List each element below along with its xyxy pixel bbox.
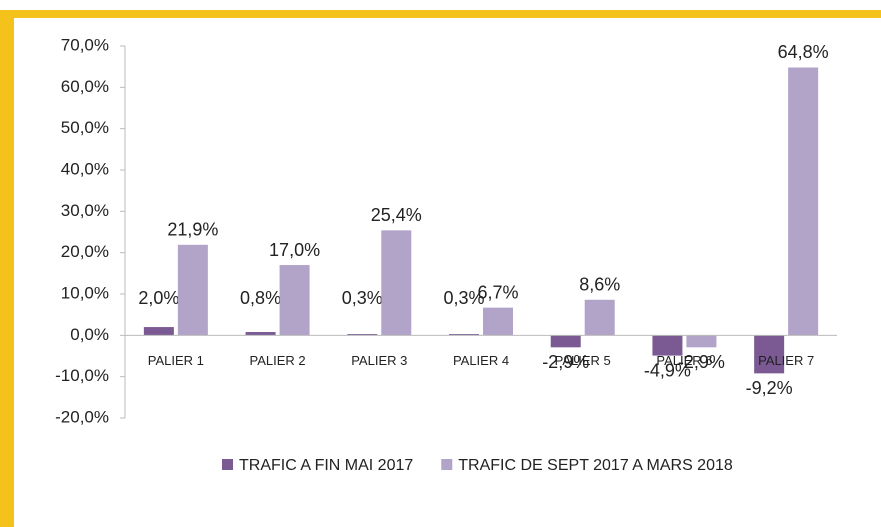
bar bbox=[449, 334, 479, 336]
y-tick-label: 30,0% bbox=[61, 201, 109, 220]
x-tick-label: PALIER 2 bbox=[250, 353, 306, 368]
value-label: 6,7% bbox=[477, 282, 518, 302]
y-tick-label: 50,0% bbox=[61, 118, 109, 137]
x-tick-label: PALIER 6 bbox=[656, 353, 712, 368]
value-label: -2,9% bbox=[542, 352, 589, 372]
bar bbox=[177, 244, 208, 336]
bar bbox=[381, 230, 412, 336]
y-tick-label: 20,0% bbox=[61, 242, 109, 261]
value-label: 0,3% bbox=[443, 288, 484, 308]
bar bbox=[754, 335, 785, 374]
bar bbox=[143, 327, 174, 336]
y-tick-label: 40,0% bbox=[61, 159, 109, 178]
value-label: -2,9% bbox=[678, 352, 725, 372]
value-label: 0,8% bbox=[240, 288, 281, 308]
bar bbox=[584, 299, 615, 336]
bar bbox=[550, 335, 581, 348]
value-label: -4,9% bbox=[644, 360, 691, 380]
bar bbox=[686, 335, 717, 348]
x-tick-label: PALIER 7 bbox=[758, 353, 814, 368]
value-label: 25,4% bbox=[371, 205, 422, 225]
value-label: 64,8% bbox=[778, 42, 829, 62]
bar bbox=[652, 335, 683, 356]
legend-label: TRAFIC DE SEPT 2017 A MARS 2018 bbox=[458, 457, 733, 474]
x-tick-label: PALIER 4 bbox=[453, 353, 509, 368]
y-tick-label: 60,0% bbox=[61, 77, 109, 96]
x-tick-label: PALIER 1 bbox=[148, 353, 204, 368]
legend-label: TRAFIC A FIN MAI 2017 bbox=[239, 457, 413, 474]
y-tick-label: -10,0% bbox=[55, 366, 109, 385]
frame-left bbox=[0, 10, 14, 527]
bar bbox=[788, 67, 819, 336]
value-label: 8,6% bbox=[579, 275, 620, 295]
y-tick-label: 70,0% bbox=[61, 35, 109, 54]
legend-swatch bbox=[222, 459, 233, 470]
y-tick-label: 10,0% bbox=[61, 283, 109, 302]
value-label: 17,0% bbox=[269, 240, 320, 260]
x-tick-label: PALIER 5 bbox=[555, 353, 611, 368]
bar bbox=[279, 265, 310, 336]
y-tick-label: 0,0% bbox=[70, 325, 109, 344]
bar bbox=[483, 307, 513, 336]
frame-top bbox=[0, 10, 881, 18]
bar bbox=[245, 332, 276, 336]
y-tick-label: -20,0% bbox=[55, 407, 109, 426]
value-label: 21,9% bbox=[167, 220, 218, 240]
bar bbox=[347, 334, 378, 336]
legend-swatch bbox=[441, 459, 453, 470]
value-label: 2,0% bbox=[138, 288, 179, 308]
value-label: -9,2% bbox=[746, 378, 793, 398]
x-tick-label: PALIER 3 bbox=[351, 353, 407, 368]
value-label: 0,3% bbox=[342, 288, 383, 308]
